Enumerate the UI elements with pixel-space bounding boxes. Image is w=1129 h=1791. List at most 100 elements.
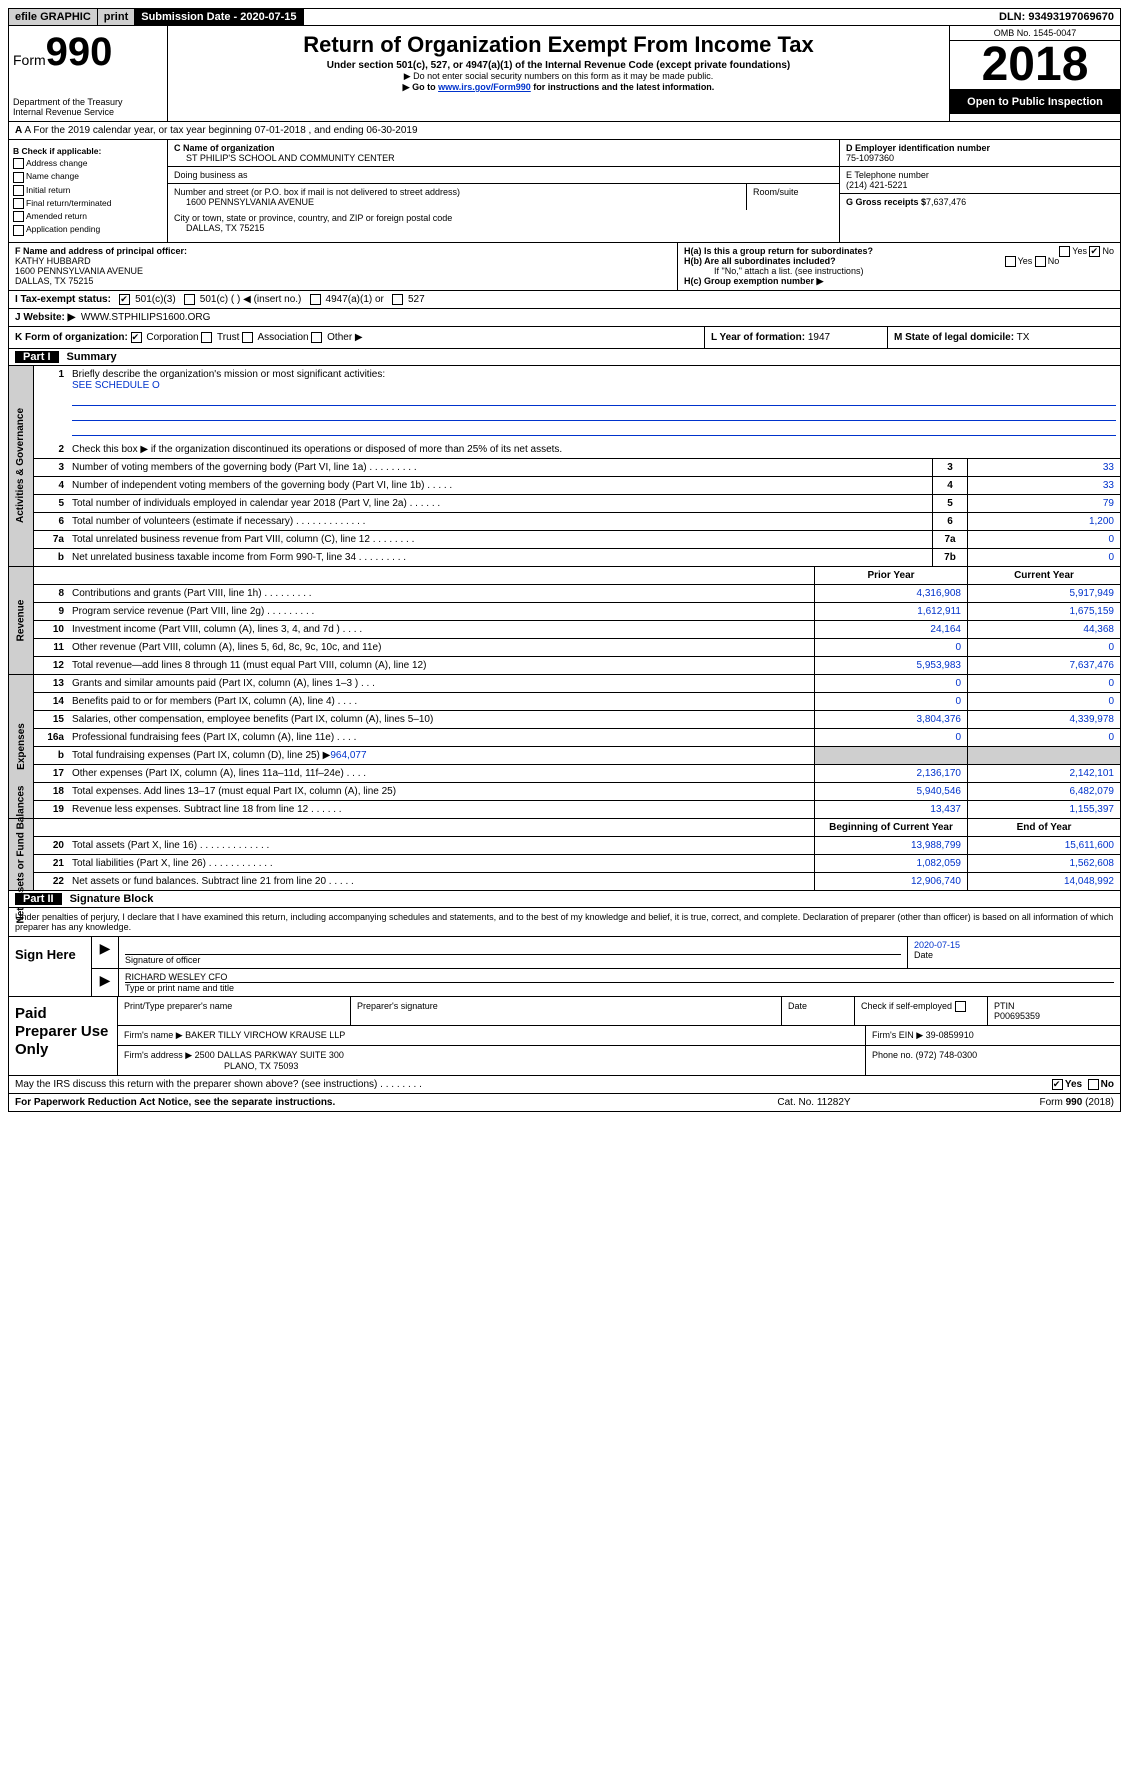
gross-value: 7,637,476	[926, 197, 966, 207]
row-j-website: J Website: ▶ WWW.STPHILIPS1600.ORG	[8, 309, 1121, 327]
pending-label: Application pending	[26, 224, 100, 234]
hb-no-checkbox[interactable]	[1035, 256, 1046, 267]
ha-yes-checkbox[interactable]	[1059, 246, 1070, 257]
part-1-header: Part I Summary	[8, 349, 1121, 366]
v7b: 0	[967, 549, 1120, 566]
netassets-vlabel: Net Assets or Fund Balances	[9, 819, 34, 890]
ha-label: H(a) Is this a group return for subordin…	[684, 246, 873, 256]
efile-button[interactable]: efile GRAPHIC	[9, 9, 98, 25]
l11: Other revenue (Part VIII, column (A), li…	[68, 639, 814, 656]
hb-label: H(b) Are all subordinates included?	[684, 256, 836, 266]
p15: 3,804,376	[814, 711, 967, 728]
initial-checkbox[interactable]	[13, 185, 24, 196]
hb-no: No	[1048, 256, 1060, 266]
hb-yes-checkbox[interactable]	[1005, 256, 1016, 267]
m-value: TX	[1017, 332, 1030, 343]
corp-checkbox[interactable]	[131, 332, 142, 343]
form-num-big: 990	[46, 30, 113, 74]
p8: 4,316,908	[814, 585, 967, 602]
addr-value: 1600 PENNSYLVANIA AVENUE	[174, 197, 740, 207]
firm-ein: 39-0859910	[926, 1030, 974, 1040]
name-change-label: Name change	[26, 171, 79, 181]
l16b-val: 964,077	[330, 750, 366, 761]
pending-checkbox[interactable]	[13, 225, 24, 236]
org-name-label: C Name of organization	[174, 143, 275, 153]
l22: Net assets or fund balances. Subtract li…	[68, 873, 814, 890]
k-other: Other ▶	[327, 332, 362, 343]
l-label: L Year of formation:	[711, 332, 805, 343]
v6: 1,200	[967, 513, 1120, 530]
j-value: WWW.STPHILIPS1600.ORG	[81, 312, 210, 323]
part-1-label: Part I	[15, 351, 59, 363]
l9: Program service revenue (Part VIII, line…	[68, 603, 814, 620]
name-change-checkbox[interactable]	[13, 172, 24, 183]
org-name-row: C Name of organization ST PHILIP'S SCHOO…	[168, 140, 839, 167]
i-4947: 4947(a)(1) or	[326, 294, 384, 305]
self-employed-checkbox[interactable]	[955, 1001, 966, 1012]
l7a-desc: Total unrelated business revenue from Pa…	[68, 531, 932, 548]
beg-year-head: Beginning of Current Year	[814, 819, 967, 836]
prior-year-head: Prior Year	[814, 567, 967, 584]
sign-arrow-icon-2: ▶	[92, 969, 119, 996]
k-trust: Trust	[217, 332, 239, 343]
tax-year: 2018	[950, 41, 1120, 90]
l17: Other expenses (Part IX, column (A), lin…	[68, 765, 814, 782]
final-checkbox[interactable]	[13, 198, 24, 209]
ha-no: No	[1102, 246, 1114, 256]
sign-here-label: Sign Here	[9, 937, 92, 996]
addr-change-label: Address change	[26, 158, 87, 168]
part-1-title: Summary	[67, 351, 117, 363]
form-header: Form990 Department of the Treasury Inter…	[8, 26, 1121, 122]
l4-desc: Number of independent voting members of …	[68, 477, 932, 494]
discuss-yes-checkbox[interactable]	[1052, 1079, 1063, 1090]
p10: 24,164	[814, 621, 967, 638]
assoc-checkbox[interactable]	[242, 332, 253, 343]
room-label: Room/suite	[747, 184, 839, 210]
p19: 13,437	[814, 801, 967, 818]
print-button[interactable]: print	[98, 9, 135, 25]
l7b-desc: Net unrelated business taxable income fr…	[68, 549, 932, 566]
note2-pre: ▶ Go to	[403, 82, 438, 92]
firm-addr-label: Firm's address ▶	[124, 1050, 192, 1060]
revenue-vlabel: Revenue	[9, 567, 34, 674]
row-i-tax-status: I Tax-exempt status: 501(c)(3) 501(c) ( …	[8, 291, 1121, 309]
l15: Salaries, other compensation, employee b…	[68, 711, 814, 728]
c17: 2,142,101	[967, 765, 1120, 782]
f-name: KATHY HUBBARD	[15, 256, 91, 266]
p13: 0	[814, 675, 967, 692]
irs-link[interactable]: www.irs.gov/Form990	[438, 82, 531, 92]
governance-section: Activities & Governance 1 Briefly descri…	[8, 366, 1121, 567]
discuss-no-checkbox[interactable]	[1088, 1079, 1099, 1090]
note2-post: for instructions and the latest informat…	[531, 82, 715, 92]
form-prefix: Form	[13, 52, 46, 68]
4947-checkbox[interactable]	[310, 294, 321, 305]
org-name: ST PHILIP'S SCHOOL AND COMMUNITY CENTER	[174, 153, 833, 163]
501c-checkbox[interactable]	[184, 294, 195, 305]
p9: 1,612,911	[814, 603, 967, 620]
amended-label: Amended return	[26, 211, 87, 221]
501c3-checkbox[interactable]	[119, 294, 130, 305]
firm-addr1: 2500 DALLAS PARKWAY SUITE 300	[195, 1050, 344, 1060]
527-checkbox[interactable]	[392, 294, 403, 305]
current-year-head: Current Year	[967, 567, 1120, 584]
sig-date: 2020-07-15	[914, 940, 1114, 950]
gross-receipts: G Gross receipts $7,637,476	[840, 194, 1120, 210]
footer-left: For Paperwork Reduction Act Notice, see …	[15, 1097, 714, 1108]
row-f-h: F Name and address of principal officer:…	[8, 243, 1121, 291]
city-label: City or town, state or province, country…	[174, 213, 833, 223]
pp-check-label: Check if self-employed	[861, 1001, 952, 1011]
l2-desc: Check this box ▶ if the organization dis…	[68, 441, 1120, 458]
trust-checkbox[interactable]	[201, 332, 212, 343]
netassets-section: Net Assets or Fund Balances Beginning of…	[8, 819, 1121, 891]
amended-checkbox[interactable]	[13, 211, 24, 222]
l16b: Total fundraising expenses (Part IX, col…	[72, 750, 330, 761]
other-checkbox[interactable]	[311, 332, 322, 343]
pp-sig-label: Preparer's signature	[351, 997, 782, 1025]
ha-no-checkbox[interactable]	[1089, 246, 1100, 257]
f-label: F Name and address of principal officer:	[15, 246, 187, 256]
c16a: 0	[967, 729, 1120, 746]
part-2-header: Part II Signature Block	[8, 891, 1121, 908]
p16a: 0	[814, 729, 967, 746]
addr-change-checkbox[interactable]	[13, 158, 24, 169]
addr-row: Number and street (or P.O. box if mail i…	[168, 184, 839, 210]
